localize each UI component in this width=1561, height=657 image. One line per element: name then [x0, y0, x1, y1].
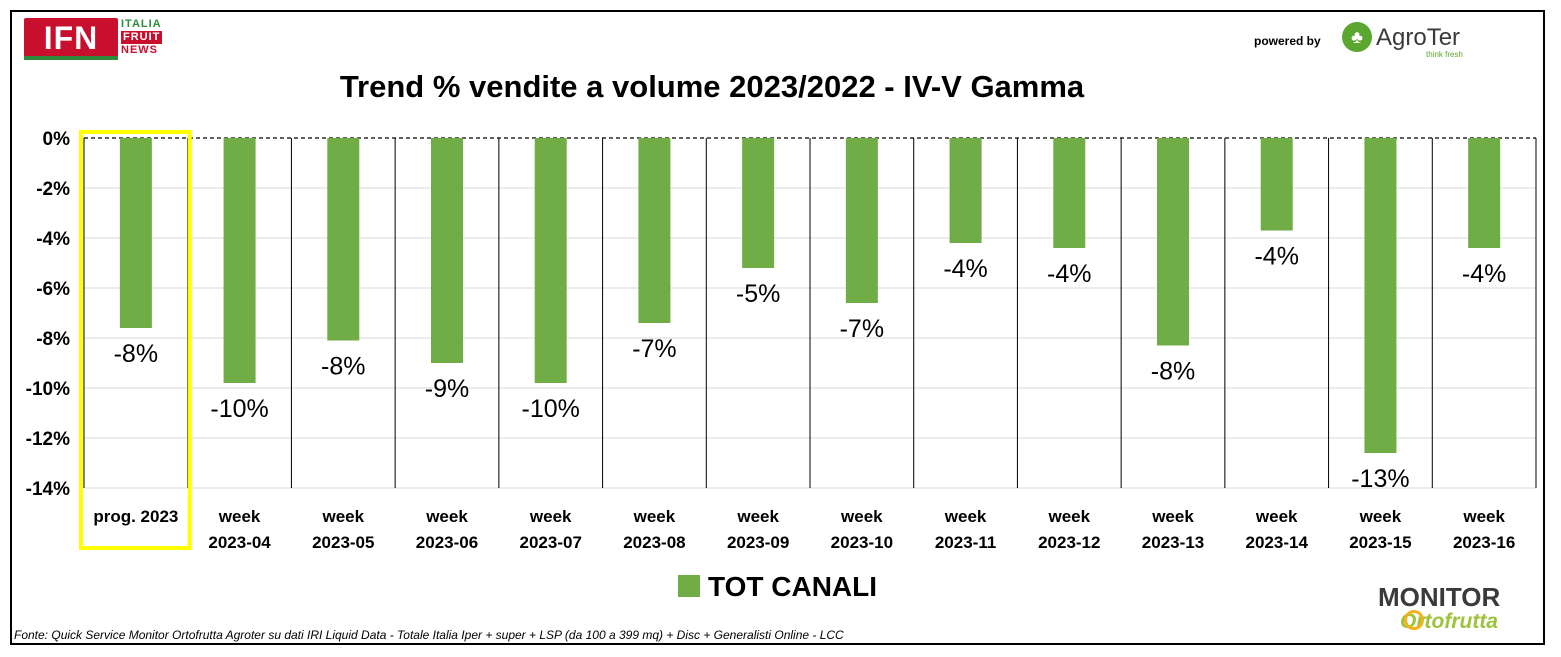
- legend: TOT CANALI: [678, 571, 877, 602]
- y-tick-label: -4%: [36, 229, 70, 250]
- bar: [223, 138, 256, 383]
- bar: [1364, 138, 1397, 453]
- data-label: -4%: [943, 255, 987, 283]
- ifn-word-italia: ITALIA: [121, 18, 162, 30]
- data-label: -7%: [840, 315, 884, 343]
- data-label: -7%: [632, 335, 676, 363]
- legend-label: TOT CANALI: [708, 571, 877, 602]
- powered-by-label: powered by: [1254, 34, 1321, 48]
- category-label: week 2023-09: [727, 507, 789, 552]
- y-tick-label: -14%: [26, 479, 70, 500]
- data-label: -8%: [321, 353, 365, 381]
- y-tick-label: -10%: [26, 379, 70, 400]
- bar: [949, 138, 982, 243]
- ifn-logo-stripe: [24, 56, 118, 60]
- category-label: week 2023-14: [1246, 507, 1309, 552]
- bar: [431, 138, 463, 363]
- ifn-word-news: NEWS: [121, 44, 158, 56]
- tree-icon: ♣: [1342, 22, 1372, 52]
- category-label: week 2023-07: [520, 507, 582, 552]
- y-tick-label: -8%: [36, 329, 70, 350]
- axis-layer: 0% -2% -4% -6% -8% -10% -12% -14% prog. 2023 week…: [26, 129, 1516, 552]
- grid-layer: [83, 137, 1537, 489]
- chart-frame: IFN ITALIA FRUIT NEWS powered by ♣ AgroT…: [10, 10, 1545, 645]
- legend-swatch: [678, 575, 700, 597]
- data-label: -4%: [1047, 260, 1091, 288]
- data-label: -9%: [425, 375, 469, 403]
- ifn-logo-mark: IFN: [24, 18, 118, 58]
- category-label: week 2023-06: [416, 507, 478, 552]
- bar-layer: [119, 138, 1501, 453]
- ifn-word-fruit: FRUIT: [121, 31, 163, 44]
- bar-chart: -8% -10% -8% -9% -10% -7% -5% -7% -4% -4% -8% -4% -1…: [26, 69, 1537, 602]
- y-tick-label: -12%: [26, 429, 70, 450]
- ifn-logo: IFN ITALIA FRUIT NEWS: [24, 18, 184, 60]
- category-label: week 2023-05: [312, 507, 374, 552]
- category-label: week 2023-15: [1349, 507, 1411, 552]
- data-label: -5%: [736, 280, 780, 308]
- monitor-ortofrutta-logo: MONITOR Ortofrutta: [1378, 582, 1543, 642]
- category-label: prog. 2023: [93, 507, 178, 526]
- bar: [1468, 138, 1501, 248]
- agroter-name: AgroTer: [1376, 24, 1461, 51]
- bar: [845, 138, 878, 303]
- data-label: -8%: [114, 340, 158, 368]
- monitor-word: MONITOR: [1378, 582, 1501, 612]
- source-note: Fonte: Quick Service Monitor Ortofrutta …: [14, 628, 844, 642]
- bar: [1053, 138, 1086, 248]
- agroter-tagline: think fresh: [1426, 50, 1463, 59]
- magnifier-icon: [1404, 610, 1424, 630]
- ortofrutta-word: Ortofrutta: [1400, 610, 1498, 633]
- data-label: -8%: [1151, 358, 1195, 386]
- category-label: week 2023-08: [623, 507, 685, 552]
- bar: [534, 138, 567, 383]
- bar: [1260, 138, 1293, 231]
- agroter-logo: ♣ AgroTer think fresh: [1342, 22, 1482, 64]
- category-label: week 2023-12: [1038, 507, 1100, 552]
- y-tick-label: -6%: [36, 279, 70, 300]
- chart-title: Trend % vendite a volume 2023/2022 - IV-…: [340, 69, 1085, 104]
- category-label: week 2023-10: [831, 507, 893, 552]
- category-label: week 2023-11: [935, 507, 996, 552]
- bar: [119, 138, 152, 328]
- category-label: week 2023-16: [1453, 507, 1515, 552]
- data-label: -4%: [1462, 260, 1506, 288]
- bar: [1157, 138, 1189, 346]
- bar: [327, 138, 360, 341]
- highlight-box: [79, 130, 192, 550]
- bar: [742, 138, 775, 268]
- data-label: -4%: [1254, 243, 1298, 271]
- bar: [638, 138, 671, 323]
- y-tick-label: -2%: [36, 179, 70, 200]
- data-label: -13%: [1351, 465, 1409, 493]
- y-tick-label: 0%: [43, 129, 71, 150]
- category-label: week 2023-04: [208, 507, 271, 552]
- label-layer: -8% -10% -8% -9% -10% -7% -5% -7% -4% -4% -8% -4% -1…: [79, 130, 1506, 550]
- data-label: -10%: [522, 395, 580, 423]
- data-label: -10%: [210, 395, 268, 423]
- ifn-logo-words: ITALIA FRUIT NEWS: [121, 18, 163, 57]
- category-label: week 2023-13: [1142, 507, 1204, 552]
